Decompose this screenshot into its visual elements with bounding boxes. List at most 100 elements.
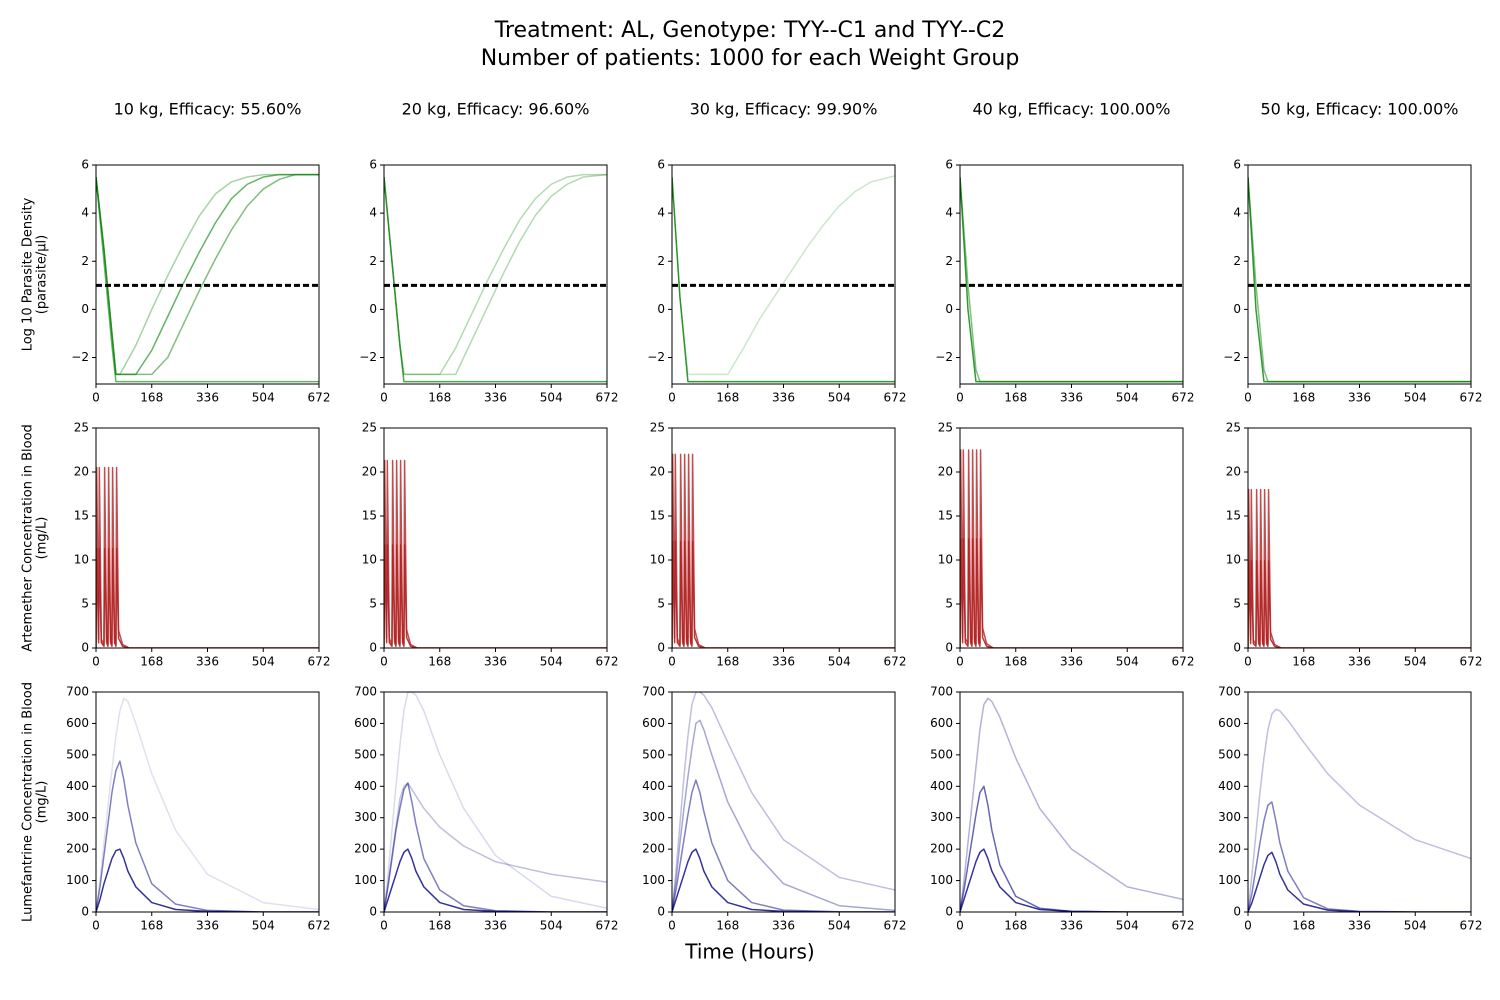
series-line [672, 175, 895, 376]
x-tick-label: 504 [1404, 919, 1427, 933]
x-tick-label: 336 [1348, 655, 1371, 669]
y-tick-label: 100 [66, 873, 89, 887]
y-tick-label: 0 [1233, 641, 1241, 655]
y-axis-label: Lumefantrine Concentration in Blood [21, 682, 36, 922]
y-axis-label: Artemether Concentration in Blood [21, 424, 36, 652]
series-line [96, 697, 319, 912]
x-tick-label: 0 [956, 391, 964, 405]
x-tick-label: 0 [1244, 919, 1252, 933]
subplot-title: 40 kg, Efficacy: 100.00% [973, 100, 1171, 119]
series-line [96, 848, 319, 912]
plot-area [96, 697, 319, 912]
x-tick-label: 168 [716, 919, 739, 933]
x-tick-label: 672 [1172, 391, 1195, 405]
y-tick-label: 0 [945, 905, 953, 919]
y-tick-label: 600 [354, 716, 377, 730]
y-tick-label: 20 [1226, 465, 1241, 479]
x-tick-label: 672 [596, 919, 619, 933]
series-line [672, 719, 895, 912]
y-tick-label: 4 [1233, 206, 1241, 220]
x-tick-label: 168 [1004, 391, 1027, 405]
x-tick-label: 0 [956, 919, 964, 933]
y-tick-label: 5 [657, 597, 665, 611]
x-tick-label: 336 [772, 919, 795, 933]
x-tick-label: 504 [1116, 655, 1139, 669]
y-tick-label: 400 [66, 779, 89, 793]
x-tick-label: 336 [1348, 391, 1371, 405]
x-tick-label: 168 [1292, 919, 1315, 933]
plot-area [384, 173, 607, 383]
y-tick-label: 15 [1226, 509, 1241, 523]
y-tick-label: −2 [647, 350, 665, 364]
y-tick-label: 5 [1233, 597, 1241, 611]
x-tick-label: 504 [540, 391, 563, 405]
x-tick-label: 336 [772, 391, 795, 405]
y-tick-label: 10 [938, 553, 953, 567]
x-tick-label: 336 [484, 655, 507, 669]
series-line [1248, 708, 1471, 912]
x-tick-label: 504 [828, 655, 851, 669]
x-tick-label: 0 [1244, 391, 1252, 405]
plot-area [960, 176, 1183, 383]
y-tick-label: 500 [642, 747, 665, 761]
y-tick-label: 2 [657, 254, 665, 268]
series-line [384, 176, 607, 383]
x-tick-label: 672 [596, 391, 619, 405]
y-tick-label: 15 [74, 509, 89, 523]
y-tick-label: 15 [650, 509, 665, 523]
y-tick-label: 400 [642, 779, 665, 793]
x-tick-label: 168 [140, 655, 163, 669]
y-tick-label: −2 [71, 350, 89, 364]
x-tick-label: 504 [252, 391, 275, 405]
y-tick-label: 0 [81, 302, 89, 316]
y-tick-label: 0 [1233, 302, 1241, 316]
x-tick-label: 504 [828, 919, 851, 933]
x-tick-label: 336 [484, 391, 507, 405]
y-tick-label: 2 [945, 254, 953, 268]
x-tick-label: 504 [252, 655, 275, 669]
x-axis-label: Time (Hours) [684, 940, 815, 964]
series-line [960, 848, 1183, 912]
series-line [672, 176, 895, 383]
series-line [96, 173, 319, 376]
x-tick-label: 168 [716, 655, 739, 669]
x-tick-label: 168 [1292, 391, 1315, 405]
plot-area [96, 466, 319, 648]
y-tick-label: 25 [650, 421, 665, 435]
x-tick-label: 168 [1004, 919, 1027, 933]
y-tick-label: 25 [362, 421, 377, 435]
x-tick-label: 672 [1460, 919, 1483, 933]
y-tick-label: 500 [1218, 747, 1241, 761]
y-tick-label: 400 [354, 779, 377, 793]
y-tick-label: 10 [1226, 553, 1241, 567]
series-line [960, 697, 1183, 912]
series-line [384, 782, 607, 912]
plot-area [960, 449, 1183, 648]
x-tick-label: 0 [380, 919, 388, 933]
x-tick-label: 0 [92, 919, 100, 933]
series-line [960, 538, 1183, 648]
x-tick-label: 672 [1172, 919, 1195, 933]
y-tick-label: 200 [930, 842, 953, 856]
y-tick-label: 0 [945, 641, 953, 655]
x-tick-label: 504 [1404, 655, 1427, 669]
plot-area [960, 697, 1183, 912]
y-tick-label: 5 [369, 597, 377, 611]
y-tick-label: 300 [930, 810, 953, 824]
x-tick-label: 336 [484, 919, 507, 933]
y-axis-label: (mg/L) [35, 781, 50, 824]
x-tick-label: 336 [196, 919, 219, 933]
y-tick-label: 700 [930, 685, 953, 699]
y-tick-label: 10 [74, 553, 89, 567]
y-tick-label: 0 [657, 302, 665, 316]
y-tick-label: 0 [369, 641, 377, 655]
y-tick-label: 2 [369, 254, 377, 268]
x-tick-label: 672 [1460, 391, 1483, 405]
series-line [672, 692, 895, 912]
series-line [960, 176, 1183, 383]
y-axis-label: (mg/L) [35, 517, 50, 560]
y-tick-label: 500 [930, 747, 953, 761]
x-tick-label: 0 [668, 655, 676, 669]
figure-title: Treatment: AL, Genotype: TYY--C1 and TYY… [494, 18, 1005, 43]
